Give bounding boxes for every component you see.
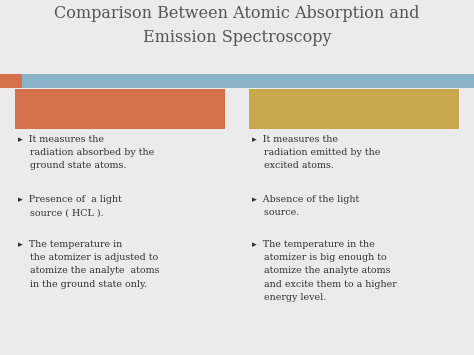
Bar [0, 74, 22, 88]
Text: Comparison Between Atomic Absorption and
Emission Spectroscopy: Comparison Between Atomic Absorption and… [54, 5, 420, 45]
Text: ▸  The temperature in the
    atomizer is big enough to
    atomize the analyte : ▸ The temperature in the atomizer is big… [252, 240, 397, 302]
Text: ▸  Presence of  a light
    source ( HCL ).: ▸ Presence of a light source ( HCL ). [18, 195, 122, 217]
Text: ▸  It measures the
    radiation absorbed by the
    ground state atoms.: ▸ It measures the radiation absorbed by … [18, 135, 154, 170]
Bar [15, 89, 225, 129]
Bar [249, 89, 459, 129]
Text: ▸  The temperature in
    the atomizer is adjusted to
    atomize the analyte  a: ▸ The temperature in the atomizer is adj… [18, 240, 159, 289]
Text: ▸  Absence of the light
    source.: ▸ Absence of the light source. [252, 195, 359, 217]
Text: ▸  It measures the
    radiation emitted by the
    excited atoms.: ▸ It measures the radiation emitted by t… [252, 135, 380, 170]
Bar [0, 74, 474, 88]
